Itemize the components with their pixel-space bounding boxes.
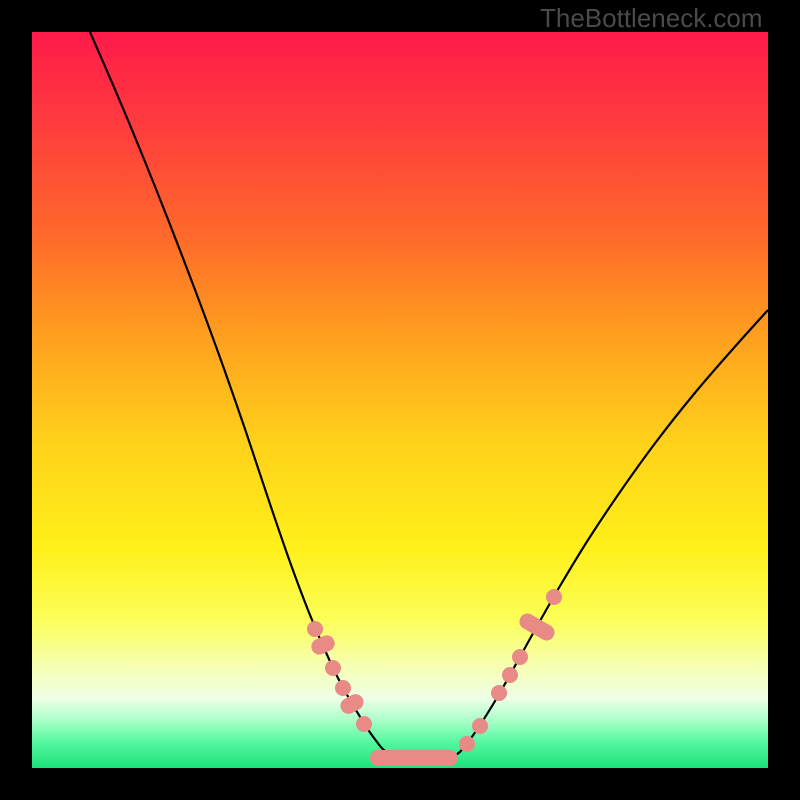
data-marker: [370, 750, 458, 766]
data-marker: [356, 716, 372, 732]
watermark-text: TheBottleneck.com: [540, 3, 763, 34]
plot-area: [32, 32, 768, 768]
data-marker: [472, 718, 488, 734]
data-marker: [512, 649, 528, 665]
data-marker: [335, 680, 351, 696]
data-marker: [491, 685, 507, 701]
data-marker: [325, 660, 341, 676]
data-marker: [517, 611, 558, 644]
bottleneck-curve: [90, 32, 768, 760]
data-marker: [546, 589, 562, 605]
chart-stage: TheBottleneck.com: [0, 0, 800, 800]
data-marker: [459, 736, 475, 752]
data-marker: [307, 621, 323, 637]
chart-svg: [32, 32, 768, 768]
data-marker: [502, 667, 518, 683]
